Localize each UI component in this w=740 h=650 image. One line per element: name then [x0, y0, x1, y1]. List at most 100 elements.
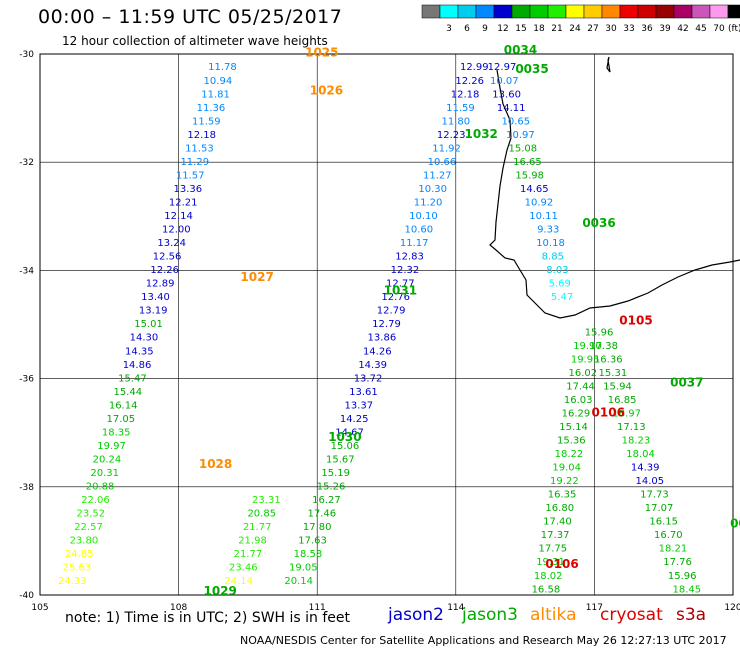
wave-height-value: 13.24: [157, 238, 186, 249]
wave-height-value: 23.80: [70, 536, 99, 547]
map-grid: 105 108 111 114 117 120 -30 -32 -34 -36 -38 -40: [19, 50, 740, 613]
colorbar-swatch: [511, 4, 531, 19]
colorbar-swatch: [439, 4, 459, 19]
wave-height-value: 17.38: [589, 341, 618, 352]
lat-tick-label: -40: [19, 591, 34, 601]
wave-height-value: 15.67: [326, 454, 355, 465]
wave-height-value: 10.97: [506, 130, 535, 141]
wave-height-value: 15.98: [515, 170, 544, 181]
lat-tick-label: -30: [19, 50, 34, 60]
wave-height-value: 11.17: [400, 238, 429, 249]
wave-height-value: 15.19: [321, 468, 350, 479]
wave-height-value: 17.37: [541, 530, 570, 541]
wave-height-value: 19.97: [97, 441, 126, 452]
wave-height-value: 15.26: [317, 482, 346, 493]
wave-height-value: 20.31: [90, 468, 119, 479]
wave-height-value: 10.18: [536, 238, 565, 249]
wave-height-value: 24.33: [58, 576, 87, 587]
wave-height-value: 14.65: [520, 184, 549, 195]
track-id-label: 0105: [619, 314, 652, 328]
wave-height-value: 16.80: [545, 503, 574, 514]
wave-height-value: 15.96: [585, 327, 614, 338]
colorbar-label: 36: [641, 24, 653, 34]
wave-height-value: 16.58: [532, 584, 561, 595]
colorbar-swatch: [727, 4, 740, 19]
legend-cryosat: cryosat: [600, 605, 663, 625]
wave-height-value: 17.76: [663, 557, 692, 568]
wave-height-value: 17.80: [303, 522, 332, 533]
wave-height-value: 14.30: [130, 333, 159, 344]
track-id-label: 1025: [305, 46, 338, 60]
wave-height-value: 12.00: [162, 225, 191, 236]
wave-height-value: 13.86: [368, 333, 397, 344]
track-id-label: 1032: [465, 127, 498, 141]
colorbar-swatch: [709, 4, 729, 19]
wave-height-value: 8.03: [546, 265, 568, 276]
wave-height-value: 12.26: [150, 265, 179, 276]
wave-height-value: 12.79: [372, 319, 401, 330]
wave-height-value: 11.57: [176, 170, 205, 181]
wave-height-value: 8.85: [542, 252, 564, 263]
wave-height-value: 11.59: [192, 116, 221, 127]
colorbar-swatch: [655, 4, 675, 19]
lat-tick-label: -36: [19, 375, 34, 385]
wave-height-value: 13.72: [354, 373, 383, 384]
track-id-label: 1027: [240, 270, 273, 284]
legend-altika: altika: [530, 605, 577, 625]
colorbar-label: 9: [482, 24, 488, 34]
wave-height-value: 18.35: [102, 427, 131, 438]
wave-height-value: 14.11: [497, 103, 526, 114]
lon-tick-label: 117: [586, 603, 603, 613]
wave-height-value: 18.23: [622, 436, 651, 447]
wave-height-value: 16.29: [562, 408, 591, 419]
wave-height-value: 17.73: [640, 490, 669, 501]
track-id-label: 1031: [384, 284, 417, 298]
wave-height-value: 19.31: [536, 557, 565, 568]
wave-height-value: 12.89: [146, 279, 175, 290]
wave-height-value: 11.29: [180, 157, 209, 168]
wave-height-value: 23.46: [229, 563, 258, 574]
wave-height-value: 12.18: [451, 89, 480, 100]
legend-s3a: s3a: [676, 605, 707, 625]
wave-height-value: 14.86: [123, 360, 152, 371]
colorbar-label: 15: [515, 24, 526, 34]
wave-height-value: 24.14: [224, 576, 253, 587]
colorbar-swatch: [421, 4, 441, 19]
wave-height-value: 12.83: [395, 252, 424, 263]
wave-height-value: 16.36: [594, 354, 623, 365]
wave-height-value: 11.78: [208, 62, 237, 73]
wave-height-value: 16.03: [564, 395, 593, 406]
track-id-label: 1029: [203, 584, 236, 598]
colorbar-label: 18: [533, 24, 545, 34]
wave-height-value: 13.61: [349, 387, 378, 398]
wave-height-value: 13.36: [174, 184, 203, 195]
wave-height-value: 11.27: [423, 170, 452, 181]
wave-height-value: 25.63: [63, 563, 92, 574]
lon-tick-label: 105: [31, 603, 48, 613]
wave-height-value: 17.63: [298, 536, 327, 547]
colorbar-swatch: [565, 4, 585, 19]
wave-height-value: 11.53: [185, 143, 214, 154]
wave-height-value: 10.60: [405, 225, 434, 236]
wave-height-value: 19.95: [571, 354, 600, 365]
track-id-label: 0038: [730, 516, 740, 530]
colorbar-label: 21: [551, 24, 562, 34]
wave-height-value: 18.45: [672, 584, 701, 595]
wave-height-value: 15.31: [599, 368, 628, 379]
wave-height-value: 15.44: [113, 387, 142, 398]
wave-height-value: 12.23: [437, 130, 466, 141]
lat-tick-label: -38: [19, 483, 34, 493]
wave-height-value: 17.44: [566, 381, 595, 392]
colorbar-swatch: [529, 4, 549, 19]
colorbar-swatch: [547, 4, 567, 19]
colorbar-swatch: [493, 4, 513, 19]
track-id-label: 0036: [582, 216, 615, 230]
wave-height-value: 12.97: [488, 62, 517, 73]
wave-height-value: 5.69: [549, 279, 571, 290]
wave-height-value: 14.35: [125, 346, 154, 357]
colorbar-swatch: [691, 4, 711, 19]
colorbar-swatch: [673, 4, 693, 19]
wave-height-value: 20.88: [86, 482, 115, 493]
lon-tick-label: 108: [170, 603, 187, 613]
footer-note: note: 1) Time is in UTC; 2) SWH is in fe…: [65, 610, 351, 626]
